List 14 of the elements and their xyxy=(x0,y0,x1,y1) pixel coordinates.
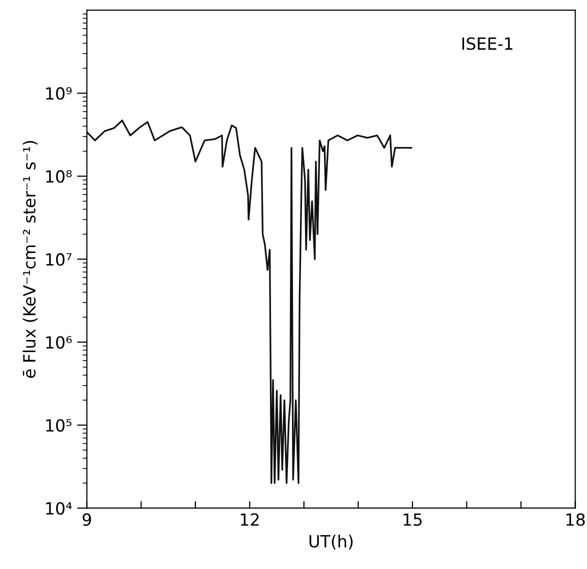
y-tick-label: 10⁵ xyxy=(46,419,72,432)
annotation: ISEE-1 xyxy=(462,37,512,50)
x-tick-label: 18 xyxy=(566,513,585,526)
y-axis-title: ē Flux (KeV⁻¹cm⁻² ster⁻¹ s⁻¹) xyxy=(22,141,38,378)
y-tick-label: 10⁸ xyxy=(46,170,72,183)
x-axis-title: UT(h) xyxy=(310,534,353,550)
x-tick-label: 12 xyxy=(240,513,259,526)
y-tick-label: 10⁷ xyxy=(46,253,72,266)
y-tick-label: 10⁶ xyxy=(46,336,72,349)
x-tick-label: 9 xyxy=(82,513,92,526)
line-series xyxy=(86,120,412,484)
y-tick-label: 10⁹ xyxy=(46,87,72,100)
y-tick-label: 10⁴ xyxy=(46,502,72,515)
x-tick-label: 15 xyxy=(404,513,422,526)
